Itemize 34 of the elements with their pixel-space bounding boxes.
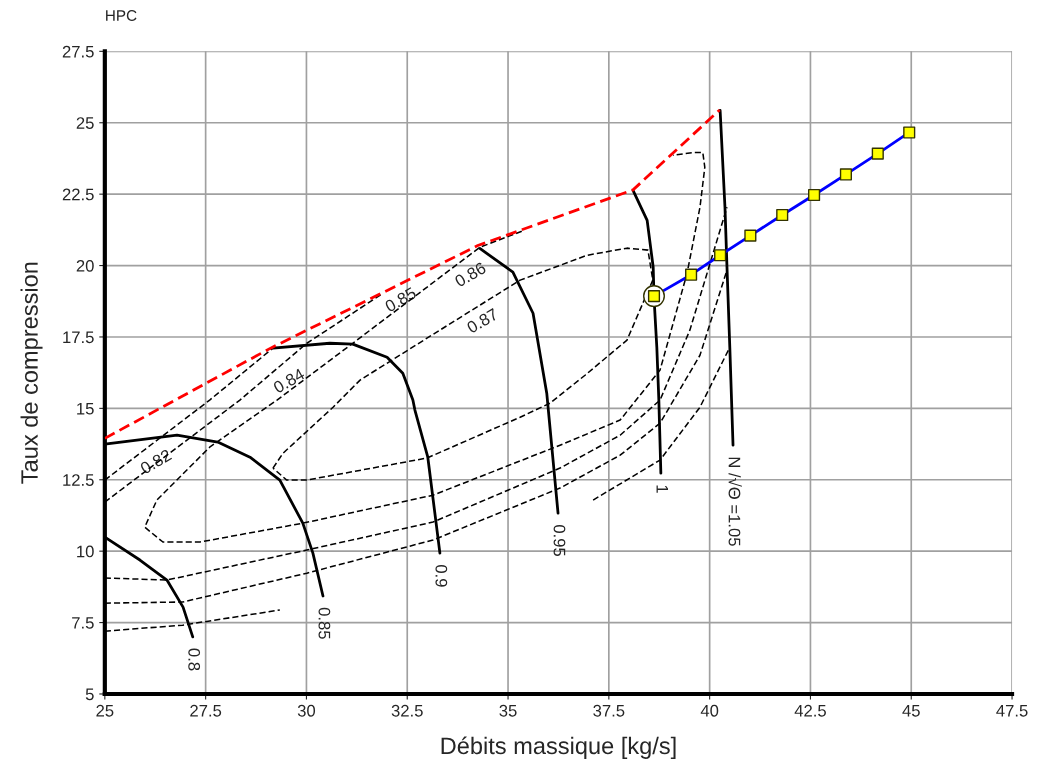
- y-tick-label: 17.5: [63, 331, 94, 344]
- annotation: 0.8: [188, 648, 201, 671]
- annotation: N /√Θ =1.05: [728, 457, 742, 546]
- y-tick-label: 15: [77, 402, 94, 415]
- y-tick-label: 7.5: [72, 617, 94, 629]
- x-tick-label: 40: [700, 704, 719, 717]
- y-tick-label: 25: [76, 117, 94, 129]
- x-tick-label: 35: [499, 704, 517, 717]
- x-axis-title: Débits massique [kg/s]: [441, 736, 676, 759]
- y-tick-label: 10: [77, 545, 94, 558]
- annotation: 0.9: [435, 564, 448, 587]
- y-axis-title: Taux de compression: [20, 262, 43, 484]
- annotation: 0.86: [453, 261, 487, 288]
- x-tick-label: 47.5: [996, 705, 1028, 717]
- x-tick-label: 42.5: [794, 704, 826, 717]
- x-tick-label: 37.5: [593, 704, 625, 717]
- x-tick-label: 25: [96, 704, 114, 717]
- annotation: 0.85: [384, 286, 417, 313]
- annotation: 0.95: [553, 524, 566, 557]
- annotation: 1: [656, 485, 669, 493]
- annotation: 0.84: [272, 367, 306, 394]
- x-tick-label: 45: [902, 705, 920, 717]
- annotation: 0.85: [318, 607, 331, 639]
- annotation: 0.82: [139, 448, 173, 475]
- y-tick-label: 5: [85, 688, 94, 701]
- y-tick-label: 22.5: [62, 188, 94, 201]
- x-tick-label: 32.5: [391, 704, 423, 717]
- y-tick-label: 27.5: [62, 45, 94, 58]
- x-tick-label: 27.5: [190, 704, 222, 717]
- chart-title: HPC: [106, 10, 137, 21]
- annotation: 0.87: [466, 307, 499, 334]
- x-tick-label: 30: [297, 704, 316, 717]
- y-tick-label: 12.5: [63, 474, 94, 486]
- y-tick-label: 20: [76, 259, 94, 272]
